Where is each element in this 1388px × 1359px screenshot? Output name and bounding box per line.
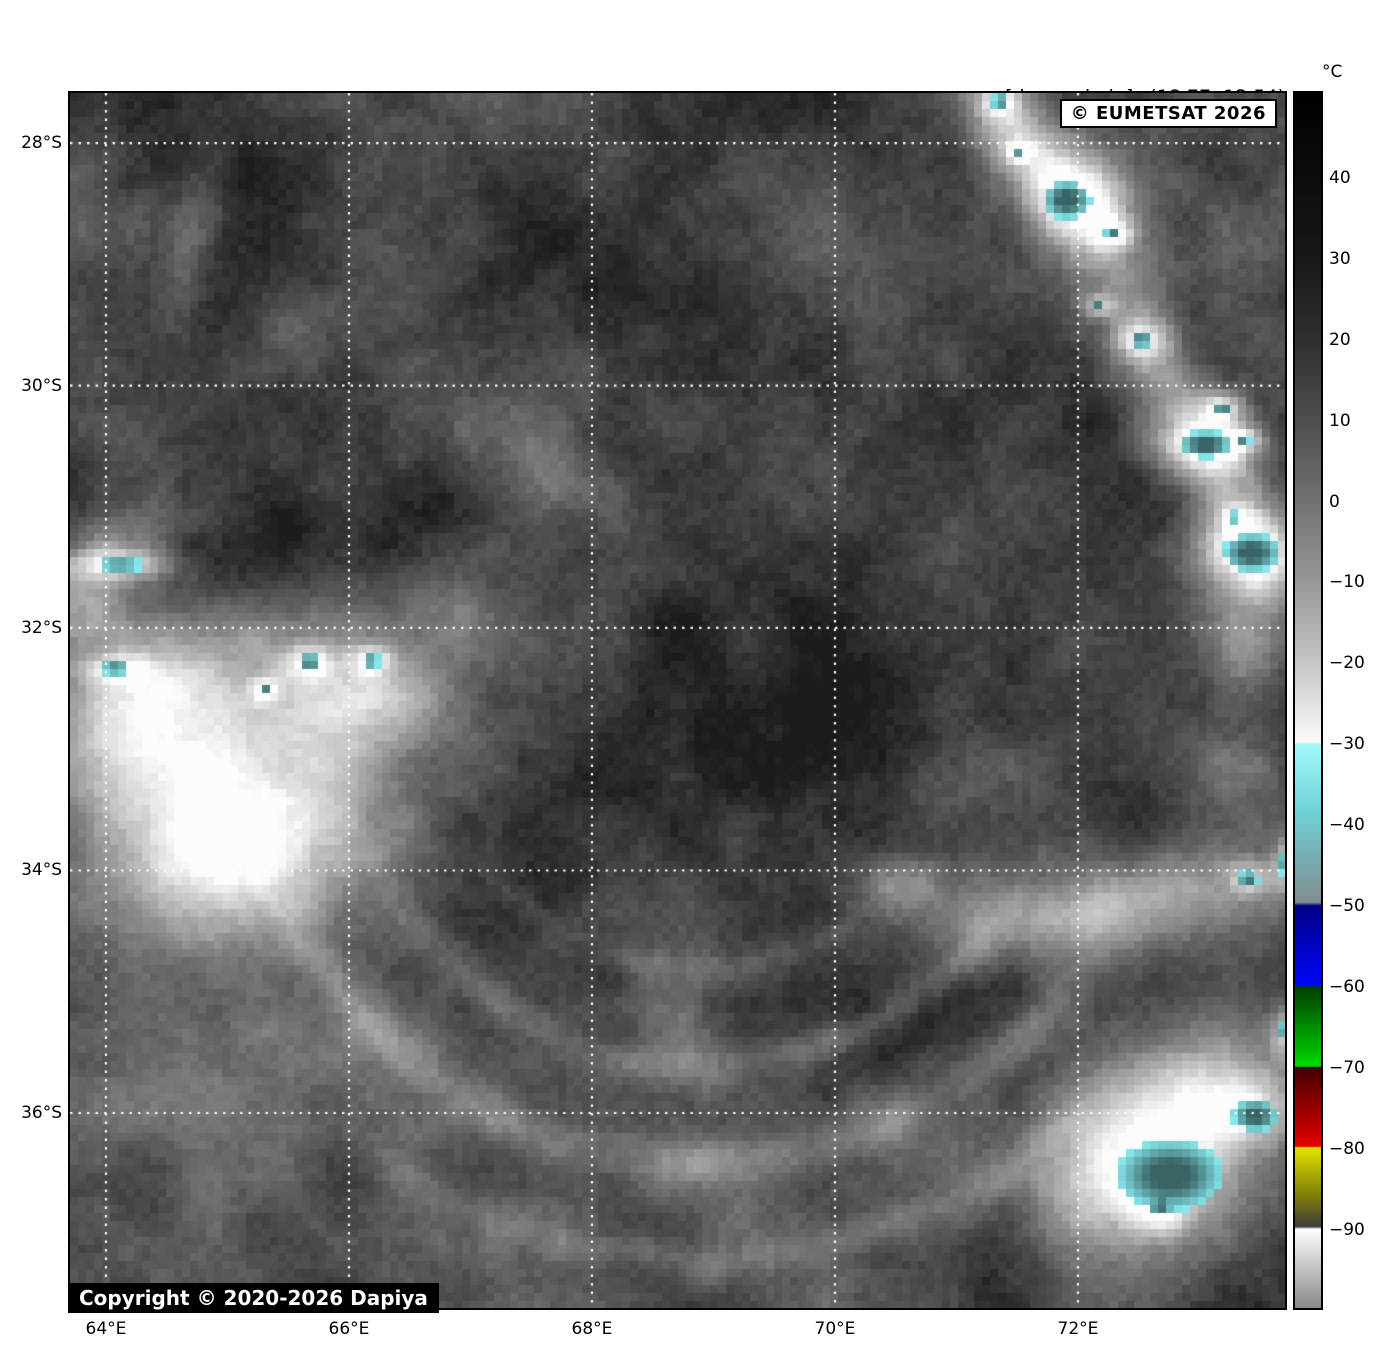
colorbar-tick-label: −10 — [1329, 572, 1365, 593]
colorbar-tick-label: 20 — [1329, 329, 1351, 350]
temperature-colorbar — [1293, 91, 1323, 1310]
latitude-tick-label: 36°S — [21, 1102, 62, 1123]
latitude-tick-label: 34°S — [21, 860, 62, 881]
colorbar-tick-label: −50 — [1329, 895, 1365, 916]
colorbar-tick-label: 0 — [1329, 491, 1340, 512]
longitude-tick-label: 72°E — [1057, 1319, 1099, 1339]
colorbar-tick-label: 30 — [1329, 248, 1351, 269]
celsius-unit-label: °C — [1322, 62, 1343, 82]
colorbar-tick-label: −90 — [1329, 1219, 1365, 1240]
longitude-tick-label: 64°E — [85, 1319, 127, 1339]
satellite-map: © EUMETSAT 2026 Copyright © 2020-2026 Da… — [68, 91, 1287, 1313]
colorbar-tick-label: −30 — [1329, 734, 1365, 755]
latitude-tick-label: 32°S — [21, 617, 62, 638]
longitude-tick-label: 68°E — [571, 1319, 613, 1339]
satellite-canvas — [70, 93, 1285, 1308]
colorbar-tick-label: −40 — [1329, 815, 1365, 836]
eumetsat-badge: © EUMETSAT 2026 — [1059, 99, 1277, 128]
colorbar-tick-label: −20 — [1329, 653, 1365, 674]
copyright-badge: Copyright © 2020-2026 Dapiya — [68, 1283, 439, 1313]
colorbar-tick-label: 40 — [1329, 167, 1351, 188]
longitude-tick-label: 66°E — [328, 1319, 370, 1339]
colorbar-tick-label: −70 — [1329, 1057, 1365, 1078]
colorbar-tick-label: 10 — [1329, 410, 1351, 431]
latitude-tick-label: 30°S — [21, 375, 62, 396]
colorbar-tick-label: −60 — [1329, 976, 1365, 997]
colorbar-tick-label: −80 — [1329, 1138, 1365, 1159]
longitude-tick-label: 70°E — [814, 1319, 856, 1339]
latitude-tick-label: 28°S — [21, 133, 62, 154]
